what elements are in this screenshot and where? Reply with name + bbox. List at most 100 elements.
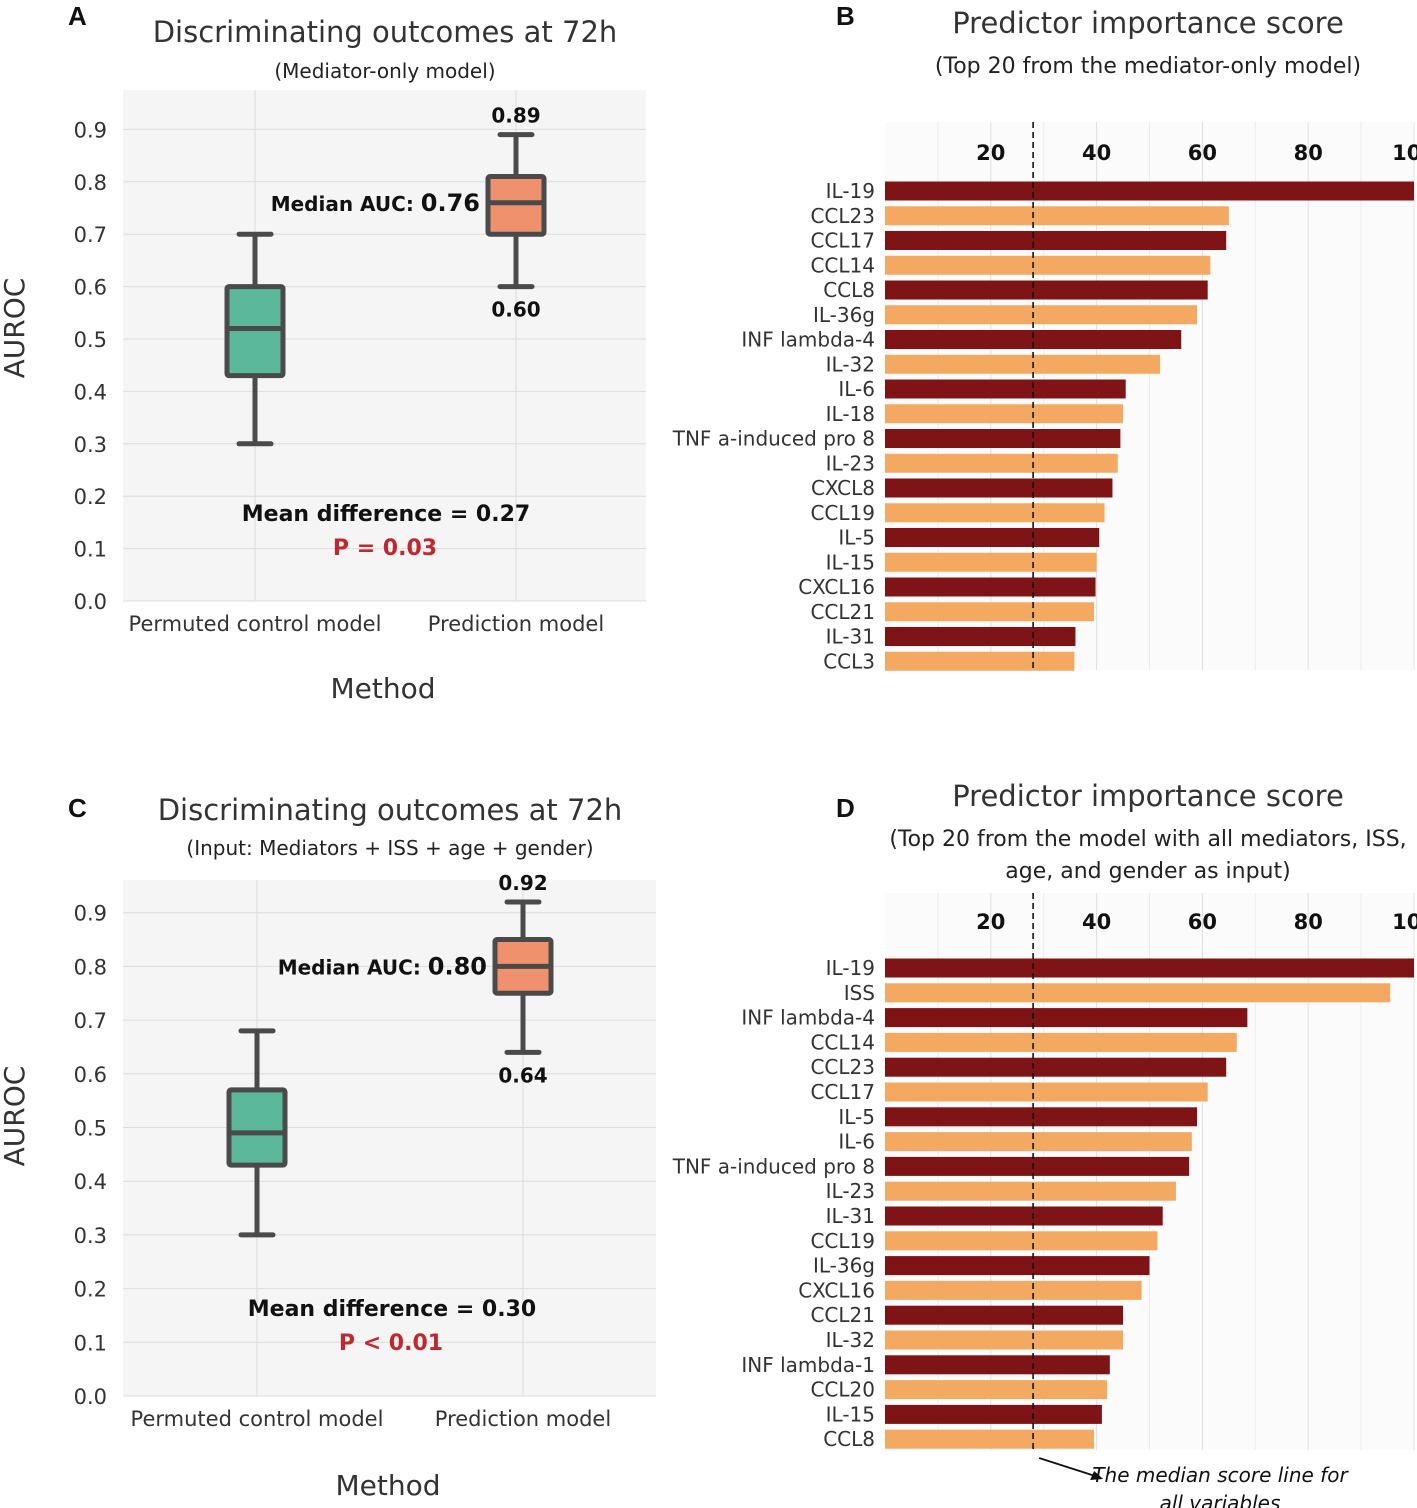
y-tick-label: 0.1 (74, 1331, 107, 1355)
x-axis-label: Method (330, 672, 435, 705)
chart-subtitle: (Input: Mediators + ISS + age + gender) (186, 836, 593, 860)
x-tick-label: 60 (1188, 910, 1217, 934)
x-category-label: Permuted control model (131, 1407, 384, 1431)
importance-bar (885, 255, 1211, 275)
importance-bar (885, 478, 1113, 498)
bar-category-label: CXCL16 (798, 1278, 875, 1302)
importance-bar (885, 1305, 1124, 1325)
box-prediction (492, 899, 554, 1055)
importance-bar (885, 1082, 1208, 1102)
bar-category-label: IL-31 (826, 625, 875, 649)
median-note-line2: all variables (1160, 1491, 1281, 1508)
bar-category-label: IL-18 (826, 402, 875, 426)
max-label: 0.89 (491, 104, 540, 128)
y-tick-label: 0.0 (74, 590, 107, 614)
y-tick-label: 0.7 (74, 1009, 107, 1033)
bar-category-label: IL-19 (826, 956, 875, 980)
panel-b-barchart: 20 40 60 80 100 IL-19CCL23CCL17CCL14CCL8IL-36… (672, 6, 1417, 673)
importance-bar (885, 1032, 1237, 1052)
y-tick-label: 0.2 (74, 1278, 107, 1302)
bar-category-label: INF lambda-1 (741, 1353, 875, 1377)
y-tick-label: 0.6 (74, 276, 107, 300)
panel-a-boxplot: 0.0 0.1 0.2 0.3 0.4 0.5 0.6 0.7 0.8 0.9 Discrimina… (0, 15, 646, 705)
importance-bar (885, 1231, 1158, 1251)
bar-category-label: CCL21 (810, 600, 875, 624)
importance-bar (885, 404, 1124, 424)
importance-bar (885, 1429, 1094, 1449)
chart-title: Predictor importance score (952, 6, 1344, 40)
bar-category-label: IL-36g (813, 1254, 875, 1278)
y-tick-label: 0.3 (74, 1224, 107, 1248)
importance-bar (885, 379, 1126, 399)
box-iqr (485, 174, 547, 237)
bar-category-label: IL-23 (826, 1179, 875, 1203)
x-tick-label: 80 (1294, 910, 1323, 934)
y-tick-label: 0.2 (74, 485, 107, 509)
importance-bar (885, 429, 1121, 448)
bar-category-label: CCL8 (823, 278, 875, 302)
p-value-label: P < 0.01 (339, 1331, 443, 1356)
y-tick-label: 0.8 (74, 955, 107, 979)
importance-bar (885, 231, 1227, 250)
bar-category-label: IL-36g (813, 303, 875, 327)
bar-category-label: CCL21 (810, 1303, 875, 1327)
x-category-label: Permuted control model (129, 612, 382, 636)
y-tick-label: 0.8 (74, 171, 107, 195)
bar-category-label: CCL23 (810, 1055, 875, 1079)
box-prediction (485, 132, 547, 290)
median-auc-value: 0.76 (421, 189, 480, 217)
bar-category-label: IL-15 (826, 550, 875, 574)
y-tick-label: 0.9 (74, 902, 107, 926)
bar-category-label: CCL14 (810, 253, 875, 277)
importance-bar (885, 305, 1198, 325)
y-axis-label: AUROC (0, 278, 31, 379)
importance-bar (885, 354, 1161, 374)
bar-category-label: IL-6 (838, 1130, 875, 1154)
bar-category-label: CCL3 (823, 649, 875, 673)
bar-category-label: CCL14 (810, 1030, 875, 1054)
importance-bar (885, 330, 1182, 349)
bar-category-label: CCL23 (810, 204, 875, 228)
importance-bar (885, 577, 1096, 597)
y-tick-label: 0.9 (74, 118, 107, 142)
importance-bar (885, 181, 1414, 201)
chart-title: Discriminating outcomes at 72h (153, 15, 618, 49)
importance-bar (885, 1330, 1124, 1350)
importance-bar (885, 983, 1391, 1003)
importance-bar (885, 1107, 1198, 1127)
chart-subtitle: (Top 20 from the mediator-only model) (935, 54, 1361, 79)
importance-bar (885, 1256, 1150, 1276)
max-label: 0.92 (498, 871, 547, 895)
median-auc-value: 0.80 (428, 952, 487, 980)
median-note-arrow-line (1038, 1457, 1096, 1477)
x-tick-label: 40 (1082, 141, 1111, 165)
importance-bar (885, 552, 1097, 572)
y-tick-label: 0.7 (74, 223, 107, 247)
y-tick-label: 0.4 (74, 380, 107, 404)
bar-category-label: IL-15 (826, 1402, 875, 1426)
y-tick-label: 0.1 (74, 538, 107, 562)
x-category-label: Prediction model (435, 1407, 611, 1431)
y-tick-label: 0.0 (74, 1385, 107, 1409)
importance-bar (885, 1280, 1142, 1300)
x-tick-label: 20 (976, 910, 1005, 934)
x-tick-label: 60 (1188, 141, 1217, 165)
importance-bar (885, 528, 1100, 547)
y-tick-label: 0.6 (74, 1063, 107, 1087)
bar-category-label: CCL8 (823, 1427, 875, 1451)
importance-bar (885, 651, 1075, 671)
importance-bar (885, 1380, 1108, 1400)
importance-bar (885, 1057, 1227, 1077)
chart-title: Predictor importance score (952, 779, 1344, 813)
bar-category-label: CXCL8 (811, 476, 875, 500)
importance-bar (885, 280, 1208, 300)
median-note-arrow-head (1090, 1471, 1104, 1480)
mean-difference-label: Mean difference = 0.27 (242, 502, 530, 527)
median-auc-prefix: Median AUC: (278, 955, 428, 979)
bar-category-label: CCL17 (810, 1080, 875, 1104)
box-iqr (226, 1087, 288, 1168)
box-permuted-control (224, 231, 286, 447)
bar-category-label: TNF a-induced pro 8 (672, 1154, 875, 1178)
panel-letter-a: A (68, 1, 87, 31)
